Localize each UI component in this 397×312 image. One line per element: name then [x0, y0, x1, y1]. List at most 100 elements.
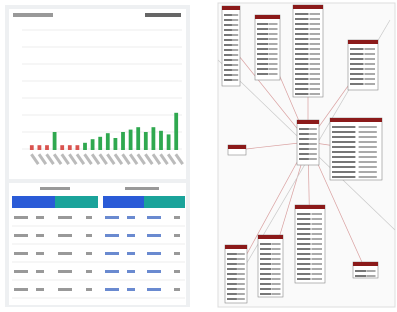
field-text [232, 34, 238, 36]
field-text [232, 69, 238, 71]
entity-header [225, 245, 247, 249]
field-text [332, 141, 355, 143]
field-text [309, 158, 317, 160]
field-text [297, 248, 311, 250]
field-text [295, 28, 309, 30]
cell-text [147, 270, 161, 273]
field-text [359, 151, 377, 153]
bar [159, 131, 163, 150]
cell-text [105, 234, 119, 237]
field-text [295, 53, 309, 55]
field-text [297, 253, 311, 255]
field-text [365, 63, 376, 65]
cell-text [36, 216, 44, 219]
cell-text [127, 216, 135, 219]
field-text [350, 48, 364, 50]
cell-text [127, 252, 135, 255]
field-text [365, 58, 376, 60]
field-text [295, 78, 309, 80]
entity-header [297, 120, 319, 124]
field-text [272, 258, 281, 260]
field-text [269, 33, 278, 35]
field-text [367, 275, 376, 277]
field-text [232, 19, 238, 21]
bar [38, 145, 42, 150]
cell-text [36, 288, 44, 291]
field-text [260, 283, 271, 285]
cell-text [127, 288, 135, 291]
field-text [299, 138, 309, 140]
field-text [310, 18, 321, 20]
field-text [350, 63, 364, 65]
page: (() => { const data = JSON.parse(documen… [0, 0, 397, 312]
field-text [232, 14, 238, 16]
field-text [232, 29, 238, 31]
field-text [365, 78, 376, 80]
field-text [310, 58, 321, 60]
cell-text [174, 288, 180, 291]
field-text [237, 273, 245, 275]
field-text [272, 263, 281, 265]
field-text [272, 253, 281, 255]
field-text [295, 58, 309, 60]
field-text [272, 288, 281, 290]
field-text [309, 143, 317, 145]
cell-text [147, 216, 161, 219]
bar [98, 137, 102, 150]
table-title-text [40, 187, 70, 190]
entity-header [255, 15, 280, 19]
field-text [257, 48, 268, 50]
field-text [297, 228, 311, 230]
field-text [257, 58, 268, 60]
field-text [350, 83, 364, 85]
field-text [359, 146, 377, 148]
bar [167, 134, 171, 150]
cell-text [105, 216, 119, 219]
field-text [260, 253, 271, 255]
field-text [359, 171, 377, 173]
field-text [295, 23, 309, 25]
cell-text [14, 270, 28, 273]
field-text [297, 233, 311, 235]
bar [106, 133, 110, 150]
field-text [237, 293, 245, 295]
cell-text [147, 288, 161, 291]
field-text [365, 83, 376, 85]
cell-text [58, 270, 72, 273]
field-text [310, 43, 321, 45]
field-text [224, 54, 232, 56]
field-text [350, 68, 364, 70]
cell-text [86, 252, 92, 255]
field-text [269, 58, 278, 60]
field-text [297, 273, 311, 275]
field-text [312, 258, 323, 260]
field-text [232, 64, 238, 66]
field-text [355, 275, 366, 277]
bar [121, 132, 125, 150]
field-text [297, 218, 311, 220]
cell-text [147, 252, 161, 255]
cell-text [14, 252, 28, 255]
field-text [260, 278, 271, 280]
field-text [269, 73, 278, 75]
field-text [312, 273, 323, 275]
field-text [237, 288, 245, 290]
field-text [310, 13, 321, 15]
field-text [350, 58, 364, 60]
field-text [260, 288, 271, 290]
field-text [297, 268, 311, 270]
field-text [227, 253, 237, 255]
table-header [12, 196, 55, 208]
field-text [312, 228, 323, 230]
field-text [355, 270, 366, 272]
field-text [260, 258, 271, 260]
cell-text [86, 270, 92, 273]
field-text [227, 268, 237, 270]
field-text [232, 44, 238, 46]
field-text [224, 34, 232, 36]
field-text [224, 39, 232, 41]
bar [83, 143, 87, 150]
field-text [297, 278, 311, 280]
field-text [227, 263, 237, 265]
field-text [299, 158, 309, 160]
